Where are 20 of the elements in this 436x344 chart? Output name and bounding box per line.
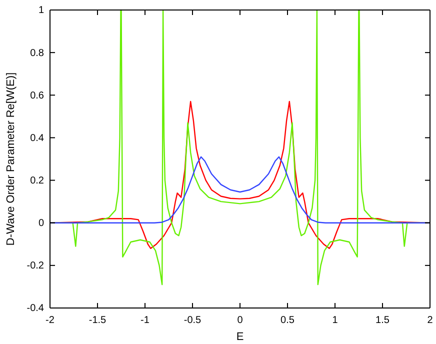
- x-tick-label: -2: [46, 315, 55, 326]
- y-tick-label: 0: [38, 218, 44, 230]
- y-tick-label: -0.2: [26, 260, 44, 272]
- x-tick-label: 2: [427, 315, 434, 326]
- x-tick-label: 1: [332, 315, 338, 326]
- y-tick-label: 0.4: [30, 132, 44, 144]
- y-tick-label: 1: [38, 5, 44, 16]
- x-tick-label: 0: [237, 315, 244, 326]
- line-series: [50, 100, 430, 249]
- x-tick-label: -1.5: [88, 315, 107, 326]
- x-tick-label: 1.5: [376, 315, 390, 326]
- x-tick-label: -1: [140, 315, 150, 326]
- y-axis-title: D-Wave Order Parameter Re[W(E)]: [5, 72, 17, 246]
- y-tick-label: 0.8: [30, 48, 44, 59]
- y-tick-label: 0.2: [30, 175, 44, 186]
- x-axis-title: E: [236, 331, 244, 343]
- x-tick-label: -0.5: [184, 315, 202, 326]
- y-tick-label: -0.4: [26, 303, 44, 314]
- y-tick-label: 0.6: [30, 90, 44, 102]
- x-tick-label: 0.5: [280, 315, 295, 326]
